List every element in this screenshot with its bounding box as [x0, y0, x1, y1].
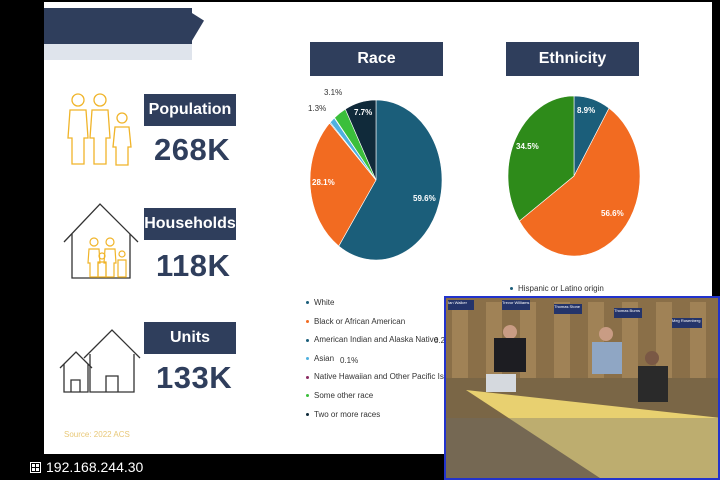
ethnicity-label-green: 34.5% — [516, 142, 539, 151]
legend-item: Two or more races — [306, 410, 380, 419]
video-feed: Ian Walker Trevor Williams Thomas Stone … — [444, 296, 720, 480]
ethnicity-legend: Hispanic or Latino origin — [510, 284, 604, 293]
ethnicity-pie-chart — [507, 95, 641, 257]
nameplate: Ian Walker — [448, 300, 474, 310]
race-legend: White Black or African American American I… — [306, 298, 466, 428]
legend-item: White — [306, 298, 334, 307]
race-label-white: 59.6% — [413, 194, 436, 203]
nameplate: Meg Rosenberg — [672, 318, 702, 328]
legend-item: Some other race — [306, 391, 373, 400]
race-chart-title: Race — [310, 42, 443, 76]
population-label: Population — [144, 94, 236, 126]
legend-label: White — [314, 298, 335, 307]
nameplate: Thomas Burns — [614, 308, 642, 318]
ethnicity-chart-title: Ethnicity — [506, 42, 639, 76]
race-label-black: 28.1% — [312, 178, 335, 187]
ethnicity-label-orange: 56.6% — [601, 209, 624, 218]
race-label-two: 7.7% — [354, 108, 373, 117]
header-banner — [44, 8, 192, 44]
legend-swatch — [306, 394, 309, 398]
race-slice — [344, 99, 377, 181]
legend-item: Black or African American — [306, 317, 405, 326]
legend-item: American Indian and Alaska Native — [306, 335, 438, 344]
legend-swatch — [510, 287, 513, 291]
legend-item: Asian — [306, 354, 334, 363]
houses-icon — [59, 329, 141, 393]
nameplate: Thomas Stone — [554, 304, 582, 314]
family-icon — [67, 93, 132, 166]
race-slice — [338, 99, 443, 261]
legend-swatch — [306, 375, 309, 379]
presentation-slide: Population 268K Households 118K Units 13… — [44, 2, 712, 454]
asian-value-note: 0.1% — [340, 356, 359, 365]
ethnicity-slice — [519, 107, 641, 257]
units-value: 133K — [156, 360, 233, 395]
ip-address-label: 192.168.244.30 — [46, 459, 144, 475]
header-banner-tip — [184, 8, 204, 44]
legend-label: Black or African American — [314, 316, 406, 326]
house-family-icon — [63, 203, 139, 279]
ethnicity-label-blue: 8.9% — [577, 106, 596, 115]
race-label-aian: 1.3% — [308, 104, 327, 113]
legend-label: Native Hawaiian and Other Pacific Island… — [314, 372, 467, 382]
legend-item: Native Hawaiian and Other Pacific Island… — [306, 372, 466, 381]
legend-label: American Indian and Alaska Native — [314, 335, 439, 345]
meeting-room-image — [446, 298, 718, 478]
nameplate: Trevor Williams — [502, 300, 530, 310]
race-label-other: 3.1% — [324, 88, 343, 97]
units-label: Units — [144, 322, 236, 354]
race-slice — [309, 122, 377, 247]
legend-label: Asian — [314, 353, 335, 363]
households-value: 118K — [156, 248, 231, 283]
households-label: Households — [144, 208, 236, 240]
source-note: Source: 2022 ACS — [64, 430, 130, 439]
race-pie-chart — [309, 99, 443, 261]
ethnicity-slice — [507, 95, 575, 222]
legend-swatch — [306, 338, 309, 342]
population-value: 268K — [154, 132, 231, 167]
legend-swatch — [306, 319, 309, 323]
aian-value-note: 0.2 — [434, 336, 446, 345]
legend-swatch — [306, 412, 309, 416]
network-icon — [30, 462, 41, 473]
legend-swatch — [306, 357, 309, 361]
legend-label: Two or more races — [314, 409, 381, 419]
legend-label: Some other race — [314, 391, 374, 400]
ethnicity-legend-label: Hispanic or Latino origin — [518, 284, 604, 293]
legend-swatch — [306, 301, 309, 305]
